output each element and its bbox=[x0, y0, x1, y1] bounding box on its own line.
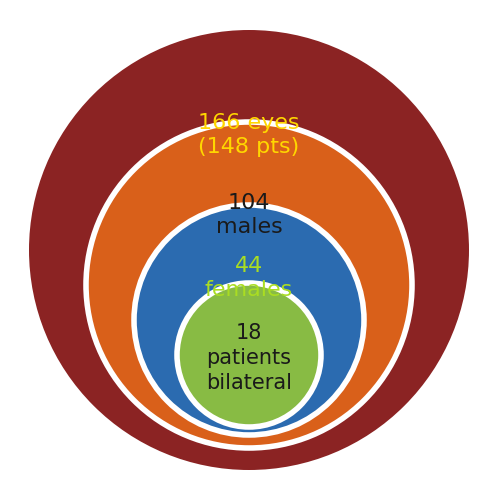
Text: 166 eyes
(148 pts): 166 eyes (148 pts) bbox=[198, 112, 300, 158]
Circle shape bbox=[29, 30, 469, 470]
Circle shape bbox=[177, 283, 321, 427]
Circle shape bbox=[86, 122, 412, 448]
Text: 44
females: 44 females bbox=[205, 256, 293, 300]
Text: 18
patients
bilateral: 18 patients bilateral bbox=[206, 323, 292, 393]
Text: 104
males: 104 males bbox=[216, 192, 282, 238]
Circle shape bbox=[134, 205, 364, 435]
